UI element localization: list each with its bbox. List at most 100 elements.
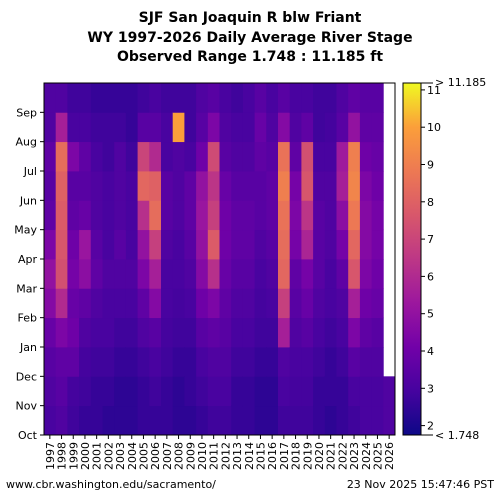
heatmap-cell-1997-Oct bbox=[44, 405, 57, 436]
heatmap-cell-2018-May bbox=[289, 200, 302, 231]
heatmap-cell-2013-Apr bbox=[231, 229, 244, 260]
x-tick-label-2022: 2022 bbox=[336, 442, 349, 470]
heatmap-cell-2003-Oct bbox=[114, 405, 127, 436]
heatmap-cell-2010-Nov bbox=[196, 376, 209, 407]
heatmap-cell-2011-Jun bbox=[207, 171, 220, 201]
heatmap-cell-2008-Jun bbox=[172, 171, 185, 201]
heatmap-cell-2003-Mar bbox=[114, 259, 127, 289]
y-tick-label-Jun: Jun bbox=[19, 194, 37, 207]
heatmap-cell-2024-Oct bbox=[359, 405, 372, 436]
heatmap-cell-1998-Jun bbox=[55, 171, 68, 201]
colorbar-tick-label-4: 4 bbox=[427, 345, 434, 358]
heatmap-cell-2020-Dec bbox=[313, 347, 326, 377]
heatmap-cell-2018-Nov bbox=[289, 376, 302, 407]
heatmap-cell-2021-Jan bbox=[324, 317, 337, 348]
heatmap-cell-2011-Aug bbox=[207, 112, 220, 143]
heatmap-cell-2015-Mar bbox=[254, 259, 267, 289]
colorbar-max-label: > 11.185 bbox=[435, 76, 486, 89]
y-tick-label-Aug: Aug bbox=[16, 136, 37, 149]
heatmap-cell-2002-Oct bbox=[102, 405, 115, 436]
heatmap-cell-2017-Mar bbox=[278, 259, 291, 289]
heatmap-cell-2024-Aug bbox=[359, 112, 372, 143]
heatmap-cell-2000-Jan bbox=[79, 317, 92, 348]
heatmap-cell-2016-Apr bbox=[266, 229, 279, 260]
heatmap-cell-2003-Jul bbox=[114, 141, 127, 172]
heatmap-cell-2021-Feb bbox=[324, 288, 337, 319]
heatmap-cell-2016-Feb bbox=[266, 288, 279, 319]
heatmap-cell-2010-Aug bbox=[196, 112, 209, 143]
heatmap-cell-2010-Mar bbox=[196, 259, 209, 289]
heatmap-cell-2015-Jun bbox=[254, 171, 267, 201]
heatmap-cell-2011-Dec bbox=[207, 347, 220, 377]
heatmap-cell-2021-Jul bbox=[324, 141, 337, 172]
heatmap-cell-2015-Oct bbox=[254, 405, 267, 436]
heatmap-cell-1997-Jul bbox=[44, 141, 57, 172]
heatmap-cell-2012-Feb bbox=[219, 288, 232, 319]
heatmap-cell-2010-Oct bbox=[196, 405, 209, 436]
heatmap-cell-2012-Dec bbox=[219, 347, 232, 377]
heatmap-cell-2010-Jul bbox=[196, 141, 209, 172]
heatmap-cell-2007-Jul bbox=[161, 141, 174, 172]
heatmap-cell-2012-Oct bbox=[219, 405, 232, 436]
timestamp: 23 Nov 2025 15:47:46 PST bbox=[346, 478, 494, 491]
heatmap-cell-1999-Nov bbox=[67, 376, 80, 407]
heatmap-cell-2009-Nov bbox=[184, 376, 197, 407]
heatmap-cell-1999-Jul bbox=[67, 141, 80, 172]
heatmap-cell-2005-Sep bbox=[137, 83, 150, 113]
heatmap-cell-2018-Feb bbox=[289, 288, 302, 319]
heatmap-cell-1997-Sep bbox=[44, 83, 57, 113]
x-tick-label-2011: 2011 bbox=[208, 442, 221, 470]
heatmap-cell-2025-Jan bbox=[371, 317, 384, 348]
x-tick-label-2024: 2024 bbox=[360, 442, 373, 470]
heatmap-cell-2019-Jan bbox=[301, 317, 314, 348]
heatmap-cell-2007-Oct bbox=[161, 405, 174, 436]
heatmap-cell-2011-May bbox=[207, 200, 220, 231]
heatmap-cell-2026-Oct bbox=[383, 405, 396, 436]
heatmap-cell-2016-May bbox=[266, 200, 279, 231]
heatmap-cell-2012-Nov bbox=[219, 376, 232, 407]
colorbar-tick-label-11: 11 bbox=[427, 84, 441, 97]
heatmap-cell-2023-Oct bbox=[348, 405, 361, 436]
heatmap-cell-2024-Apr bbox=[359, 229, 372, 260]
heatmap-cell-2023-Apr bbox=[348, 229, 361, 260]
heatmap-cell-2006-Jan bbox=[149, 317, 162, 348]
heatmap-cell-2025-Dec bbox=[371, 347, 384, 377]
heatmap-cell-1997-Mar bbox=[44, 259, 57, 289]
heatmap-cell-2002-Apr bbox=[102, 229, 115, 260]
heatmap-cell-2001-Dec bbox=[90, 347, 103, 377]
heatmap-cell-2003-Sep bbox=[114, 83, 127, 113]
heatmap-cell-2017-Dec bbox=[278, 347, 291, 377]
heatmap-cell-2020-Sep bbox=[313, 83, 326, 113]
y-tick-label-Apr: Apr bbox=[18, 253, 38, 266]
heatmap-cell-2012-Aug bbox=[219, 112, 232, 143]
heatmap-cell-2017-Sep bbox=[278, 83, 291, 113]
heatmap-cell-2005-Oct bbox=[137, 405, 150, 436]
heatmap-cell-2001-Jun bbox=[90, 171, 103, 201]
heatmap-cell-2000-Apr bbox=[79, 229, 92, 260]
heatmap-cell-2005-Jun bbox=[137, 171, 150, 201]
heatmap-cell-2015-Aug bbox=[254, 112, 267, 143]
heatmap-cell-2018-Mar bbox=[289, 259, 302, 289]
heatmap-cell-2011-Feb bbox=[207, 288, 220, 319]
heatmap-cell-2003-Aug bbox=[114, 112, 127, 143]
heatmap-cell-2018-Sep bbox=[289, 83, 302, 113]
heatmap-cell-2025-Mar bbox=[371, 259, 384, 289]
heatmap-cell-2008-Jul bbox=[172, 141, 185, 172]
heatmap-cell-1999-Mar bbox=[67, 259, 80, 289]
heatmap-cell-2007-May bbox=[161, 200, 174, 231]
heatmap-cell-2009-Apr bbox=[184, 229, 197, 260]
heatmap-cell-2011-Nov bbox=[207, 376, 220, 407]
colorbar-min-label: < 1.748 bbox=[435, 429, 479, 442]
heatmap-cell-2008-Apr bbox=[172, 229, 185, 260]
x-tick-label-2021: 2021 bbox=[325, 442, 338, 470]
heatmap-cell-1997-Aug bbox=[44, 112, 57, 143]
heatmap-cell-2018-Aug bbox=[289, 112, 302, 143]
heatmap-cell-2019-Nov bbox=[301, 376, 314, 407]
heatmap-cell-2007-Dec bbox=[161, 347, 174, 377]
heatmap-cell-2018-Jul bbox=[289, 141, 302, 172]
y-tick-label-Dec: Dec bbox=[16, 370, 37, 383]
heatmap-cell-2014-Aug bbox=[242, 112, 255, 143]
heatmap-cell-2023-Aug bbox=[348, 112, 361, 143]
heatmap-cell-2011-Mar bbox=[207, 259, 220, 289]
